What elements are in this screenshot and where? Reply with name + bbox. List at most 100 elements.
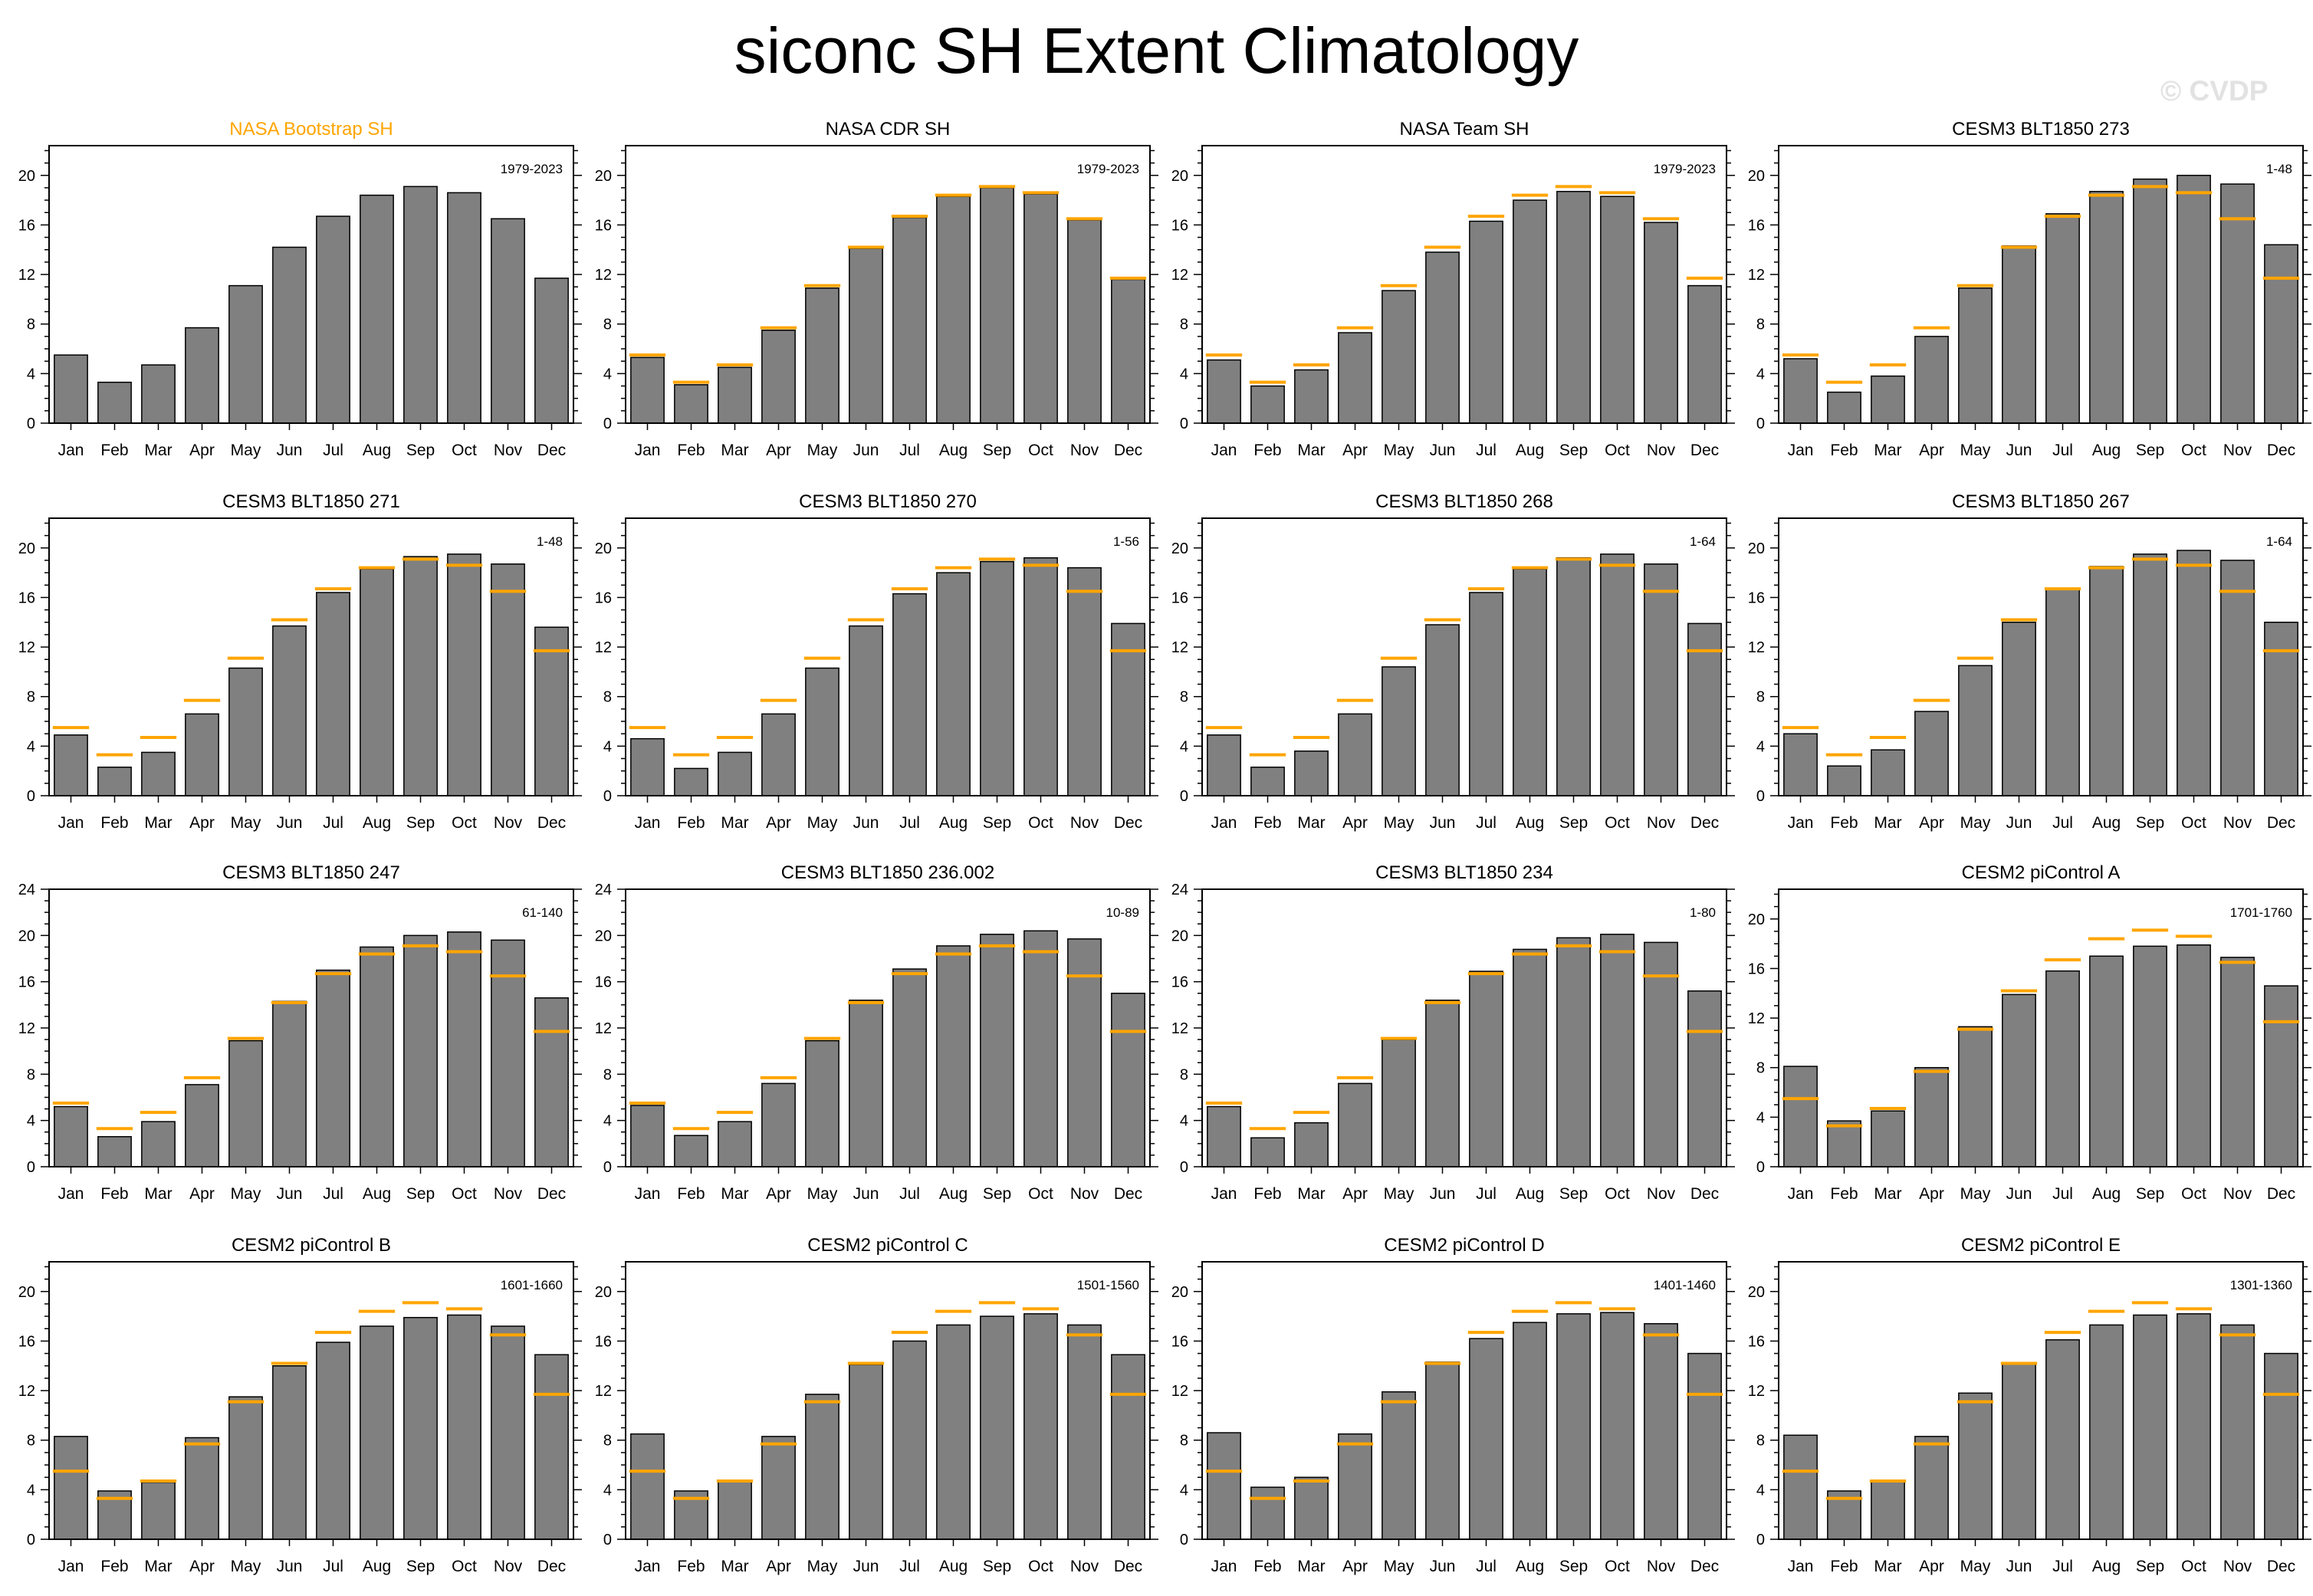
x-tick-label: Oct — [452, 442, 477, 459]
x-tick-label: Jul — [323, 1558, 343, 1575]
bar — [2264, 244, 2298, 424]
y-tick-label: 12 — [1171, 1020, 1188, 1037]
y-tick-label: 8 — [27, 317, 35, 333]
bar — [1914, 711, 1949, 796]
chart-panel-16: 0 4 8 12 16 20 Jan Feb Mar Apr May Jun Jul Aug Sep Oct N… — [1748, 1235, 2311, 1575]
y-tick-label: 4 — [27, 1482, 35, 1499]
x-tick-label: May — [231, 1558, 261, 1575]
chart-panel-13: 0 4 8 12 16 20 Jan Feb Mar Apr May Jun Jul Aug Sep Oct N… — [18, 1235, 582, 1575]
bar — [447, 1314, 481, 1540]
bar — [403, 556, 438, 796]
bar — [1425, 624, 1460, 796]
bar — [403, 934, 438, 1167]
x-tick-label: Sep — [406, 442, 435, 459]
bar — [2220, 1324, 2255, 1540]
x-tick-label: Apr — [189, 442, 215, 459]
bar — [1871, 1110, 1905, 1167]
y-tick-label: 12 — [1748, 267, 1765, 284]
bar — [2220, 183, 2255, 424]
bar — [1600, 934, 1635, 1167]
x-tick-label: Jan — [1788, 1558, 1814, 1575]
x-tick-label: Jun — [277, 1558, 303, 1575]
bar — [630, 1433, 665, 1540]
x-tick-label: Jan — [1788, 442, 1814, 459]
bar — [97, 767, 132, 796]
x-tick-label: Feb — [1830, 814, 1858, 832]
x-tick-label: Jun — [277, 1185, 303, 1203]
panel-title: NASA Team SH — [1400, 119, 1529, 140]
chart-panel-12: 0 4 8 12 16 20 Jan Feb Mar Apr May Jun Jul Aug Sep Oct N… — [1748, 862, 2311, 1203]
chart-panel-8: 0 4 8 12 16 20 Jan Feb Mar Apr May Jun Jul Aug Sep Oct N… — [1748, 491, 2311, 832]
x-tick-label: Nov — [1647, 1558, 1676, 1575]
bar — [1294, 750, 1329, 796]
x-tick-label: Jul — [2052, 442, 2073, 459]
bar — [185, 327, 219, 424]
x-tick-label: Jan — [1211, 814, 1237, 832]
bar — [2045, 970, 2080, 1167]
period-label: 1-48 — [537, 534, 563, 549]
x-tick-label: Mar — [1874, 1558, 1901, 1575]
x-tick-label: Jun — [853, 1185, 879, 1203]
x-tick-label: Sep — [2136, 1558, 2164, 1575]
bar — [1513, 568, 1547, 796]
bar — [1914, 1066, 1949, 1167]
bar — [360, 1325, 394, 1540]
y-tick-label: 4 — [27, 738, 35, 755]
x-tick-label: Nov — [1070, 1558, 1099, 1575]
bar — [534, 277, 569, 424]
bar — [1914, 1436, 1949, 1540]
x-tick-label: Jan — [58, 442, 84, 459]
x-tick-label: Feb — [1253, 442, 1281, 459]
period-label: 1979-2023 — [1654, 162, 1716, 176]
y-tick-label: 16 — [595, 1333, 612, 1350]
bar — [1250, 385, 1285, 424]
x-tick-label: Feb — [677, 442, 705, 459]
bar — [1382, 666, 1416, 796]
x-tick-label: Apr — [1919, 442, 1944, 459]
bar — [1294, 1476, 1329, 1540]
bar — [97, 1136, 132, 1167]
y-tick-label: 24 — [18, 882, 35, 898]
y-tick-label: 0 — [27, 415, 35, 432]
x-tick-label: Jan — [1788, 1185, 1814, 1203]
bar — [316, 592, 350, 796]
plot-frame — [1778, 888, 2304, 1167]
y-tick-label: 0 — [27, 1159, 35, 1176]
bar — [980, 1315, 1014, 1540]
bar — [761, 1436, 796, 1540]
x-tick-label: Mar — [1297, 442, 1325, 459]
x-tick-label: Oct — [452, 1185, 477, 1203]
bar — [228, 667, 263, 796]
x-tick-label: Jun — [1430, 814, 1456, 832]
bar — [718, 366, 752, 424]
bar — [1783, 1434, 1818, 1540]
x-tick-label: Jul — [899, 442, 920, 459]
period-label: 1301-1360 — [2230, 1278, 2292, 1292]
y-tick-label: 12 — [595, 639, 612, 656]
bar — [2089, 566, 2124, 796]
x-tick-label: Jul — [1476, 1558, 1497, 1575]
x-tick-label: Oct — [1605, 442, 1630, 459]
bar — [228, 1396, 263, 1540]
y-tick-label: 4 — [1756, 1482, 1765, 1499]
y-tick-label: 8 — [1180, 1066, 1188, 1083]
chart-panel-11: 0 4 8 12 16 20 24 Jan Feb Mar Apr May Jun Jul Aug Sep Oc… — [1171, 862, 1735, 1203]
y-tick-label: 0 — [1180, 788, 1188, 805]
y-tick-label: 8 — [1180, 689, 1188, 706]
bar — [2089, 191, 2124, 424]
bar — [2002, 993, 2036, 1167]
bar — [1469, 220, 1503, 424]
x-tick-label: Sep — [2136, 1185, 2164, 1203]
x-tick-label: Sep — [1559, 442, 1588, 459]
x-tick-label: Oct — [1605, 814, 1630, 832]
bar — [316, 1341, 350, 1540]
x-tick-label: Sep — [1559, 1558, 1588, 1575]
x-tick-label: Mar — [721, 1185, 748, 1203]
chart-panel-4: 0 4 8 12 16 20 Jan Feb Mar Apr May Jun Jul Aug Sep Oct N… — [1748, 119, 2311, 459]
x-tick-label: Jul — [899, 814, 920, 832]
bar — [2133, 945, 2167, 1167]
x-tick-label: May — [231, 442, 261, 459]
y-tick-label: 4 — [1756, 1109, 1765, 1126]
y-tick-label: 20 — [1748, 540, 1765, 557]
bar — [1067, 938, 1102, 1167]
